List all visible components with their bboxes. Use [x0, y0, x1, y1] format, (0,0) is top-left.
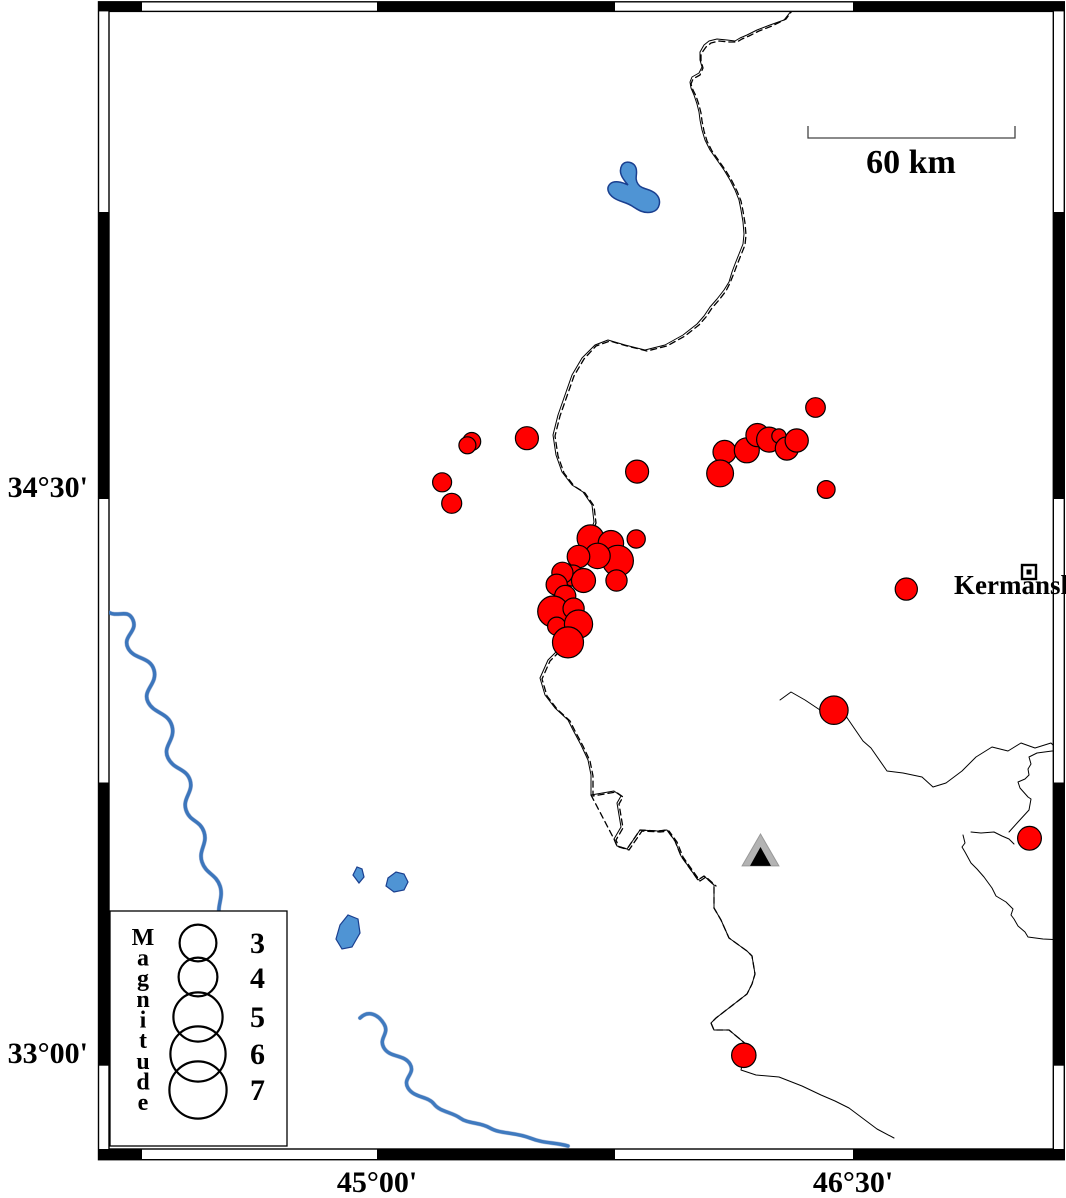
svg-text:Kermanshah: Kermanshah: [954, 570, 1066, 600]
svg-text:34°30': 34°30': [8, 471, 88, 504]
svg-text:5: 5: [250, 1001, 265, 1034]
svg-text:4: 4: [250, 962, 265, 995]
svg-text:46°30': 46°30': [813, 1166, 893, 1198]
svg-text:e: e: [138, 1090, 149, 1116]
svg-text:6: 6: [250, 1038, 265, 1071]
svg-text:33°00': 33°00': [8, 1037, 88, 1070]
svg-text:3: 3: [250, 927, 265, 960]
svg-text:7: 7: [250, 1074, 265, 1107]
svg-text:45°00': 45°00': [337, 1166, 417, 1198]
svg-text:60 km: 60 km: [866, 144, 956, 181]
